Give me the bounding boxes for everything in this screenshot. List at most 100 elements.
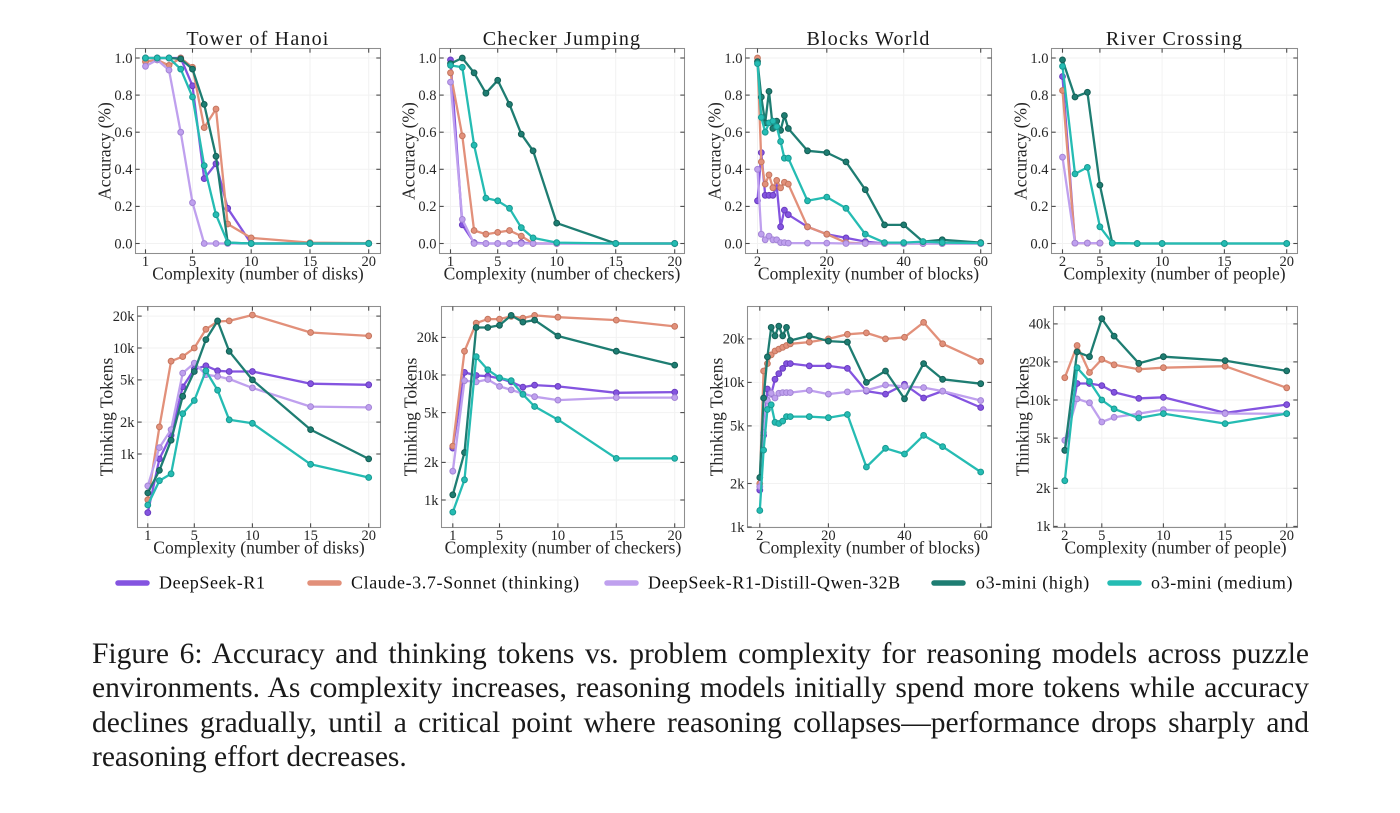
svg-text:15: 15 — [303, 254, 318, 270]
svg-text:o3-mini (high): o3-mini (high) — [976, 573, 1090, 594]
svg-text:10: 10 — [551, 528, 566, 544]
svg-text:0.0: 0.0 — [1030, 236, 1048, 252]
svg-text:20: 20 — [361, 528, 376, 544]
svg-text:1.0: 1.0 — [114, 51, 132, 67]
svg-text:10: 10 — [1156, 528, 1171, 544]
svg-text:2k: 2k — [1036, 481, 1051, 497]
svg-text:15: 15 — [1217, 254, 1232, 270]
svg-text:20: 20 — [820, 254, 835, 270]
svg-text:5: 5 — [494, 254, 501, 270]
svg-text:5: 5 — [189, 254, 196, 270]
svg-text:5k: 5k — [120, 373, 135, 389]
svg-text:20k: 20k — [1029, 355, 1052, 371]
svg-text:0.6: 0.6 — [1030, 125, 1048, 141]
svg-text:1.0: 1.0 — [1030, 51, 1048, 67]
svg-text:DeepSeek-R1-Distill-Qwen-32B: DeepSeek-R1-Distill-Qwen-32B — [648, 573, 901, 593]
svg-text:1: 1 — [142, 254, 149, 270]
svg-text:60: 60 — [973, 528, 988, 544]
svg-text:10k: 10k — [417, 368, 440, 384]
svg-text:1k: 1k — [1036, 519, 1051, 535]
svg-text:2: 2 — [1059, 254, 1066, 270]
svg-text:0.8: 0.8 — [1030, 88, 1048, 104]
svg-text:20k: 20k — [113, 309, 136, 325]
svg-text:Complexity (number of people): Complexity (number of people) — [1063, 264, 1285, 284]
svg-text:0.2: 0.2 — [418, 199, 436, 215]
svg-text:0.0: 0.0 — [114, 236, 132, 252]
svg-text:40: 40 — [897, 528, 912, 544]
svg-text:0.0: 0.0 — [724, 236, 742, 252]
svg-text:10k: 10k — [113, 341, 136, 357]
svg-text:Accuracy (%): Accuracy (%) — [1011, 102, 1031, 200]
svg-text:5k: 5k — [424, 405, 439, 421]
svg-text:20: 20 — [1279, 528, 1294, 544]
svg-text:10: 10 — [549, 254, 564, 270]
svg-text:15: 15 — [303, 528, 318, 544]
svg-text:40: 40 — [896, 254, 911, 270]
svg-text:River Crossing: River Crossing — [1106, 28, 1243, 50]
svg-text:0.2: 0.2 — [724, 199, 742, 215]
svg-text:10: 10 — [244, 254, 259, 270]
svg-text:0.6: 0.6 — [418, 125, 436, 141]
svg-text:0.4: 0.4 — [418, 162, 437, 178]
svg-text:10: 10 — [245, 528, 260, 544]
svg-text:1.0: 1.0 — [418, 51, 436, 67]
svg-text:Tower of Hanoi: Tower of Hanoi — [186, 28, 329, 50]
svg-text:0.4: 0.4 — [724, 162, 743, 178]
svg-text:5: 5 — [496, 528, 503, 544]
svg-text:1k: 1k — [120, 447, 135, 463]
svg-text:Thinking Tokens: Thinking Tokens — [401, 358, 421, 477]
svg-text:5k: 5k — [730, 419, 745, 435]
svg-text:2k: 2k — [424, 455, 439, 471]
svg-text:0.2: 0.2 — [1030, 199, 1048, 215]
svg-text:15: 15 — [609, 528, 624, 544]
svg-text:Complexity (number of disks): Complexity (number of disks) — [152, 264, 364, 284]
svg-text:1: 1 — [447, 254, 454, 270]
svg-text:60: 60 — [973, 254, 988, 270]
svg-text:Claude-3.7-Sonnet (thinking): Claude-3.7-Sonnet (thinking) — [351, 573, 580, 594]
svg-text:20: 20 — [361, 254, 376, 270]
svg-text:Checker Jumping: Checker Jumping — [483, 28, 642, 50]
svg-text:2k: 2k — [730, 476, 745, 492]
svg-text:1k: 1k — [424, 493, 439, 509]
svg-text:0.8: 0.8 — [114, 88, 132, 104]
svg-text:0.8: 0.8 — [724, 88, 742, 104]
svg-text:5: 5 — [191, 528, 198, 544]
svg-text:Complexity (number of blocks): Complexity (number of blocks) — [759, 538, 980, 558]
svg-text:20k: 20k — [723, 332, 746, 348]
svg-text:Complexity (number of people): Complexity (number of people) — [1064, 538, 1286, 558]
svg-text:15: 15 — [608, 254, 623, 270]
svg-text:5: 5 — [1096, 254, 1103, 270]
svg-text:5k: 5k — [1036, 431, 1051, 447]
svg-text:40k: 40k — [1029, 317, 1052, 333]
svg-text:0.8: 0.8 — [418, 88, 436, 104]
svg-text:20: 20 — [1279, 254, 1294, 270]
svg-text:Thinking Tokens: Thinking Tokens — [97, 358, 117, 477]
svg-text:2: 2 — [756, 528, 763, 544]
svg-text:0.2: 0.2 — [114, 199, 132, 215]
svg-text:Complexity (number of disks): Complexity (number of disks) — [153, 538, 365, 558]
svg-text:1: 1 — [144, 528, 151, 544]
svg-text:10: 10 — [1155, 254, 1170, 270]
svg-text:1: 1 — [449, 528, 456, 544]
svg-text:0.6: 0.6 — [724, 125, 742, 141]
svg-text:1k: 1k — [730, 520, 745, 536]
svg-text:0.4: 0.4 — [114, 162, 133, 178]
svg-text:o3-mini (medium): o3-mini (medium) — [1151, 573, 1293, 594]
svg-text:Blocks World: Blocks World — [806, 28, 930, 50]
svg-text:Accuracy (%): Accuracy (%) — [399, 102, 419, 200]
svg-text:1.0: 1.0 — [724, 51, 742, 67]
svg-text:0.6: 0.6 — [114, 125, 132, 141]
svg-text:20: 20 — [821, 528, 836, 544]
svg-text:Complexity (number of checkers: Complexity (number of checkers) — [445, 538, 682, 558]
svg-text:Thinking Tokens: Thinking Tokens — [707, 358, 727, 477]
svg-text:10k: 10k — [1029, 393, 1052, 409]
svg-text:Complexity (number of blocks): Complexity (number of blocks) — [758, 264, 979, 284]
svg-text:15: 15 — [1218, 528, 1233, 544]
svg-text:5: 5 — [1098, 528, 1105, 544]
svg-text:10k: 10k — [723, 375, 746, 391]
svg-text:20k: 20k — [417, 330, 440, 346]
svg-text:2: 2 — [1061, 528, 1068, 544]
svg-text:Accuracy (%): Accuracy (%) — [95, 102, 115, 200]
svg-text:Thinking Tokens: Thinking Tokens — [1013, 358, 1033, 477]
svg-text:2k: 2k — [120, 415, 135, 431]
